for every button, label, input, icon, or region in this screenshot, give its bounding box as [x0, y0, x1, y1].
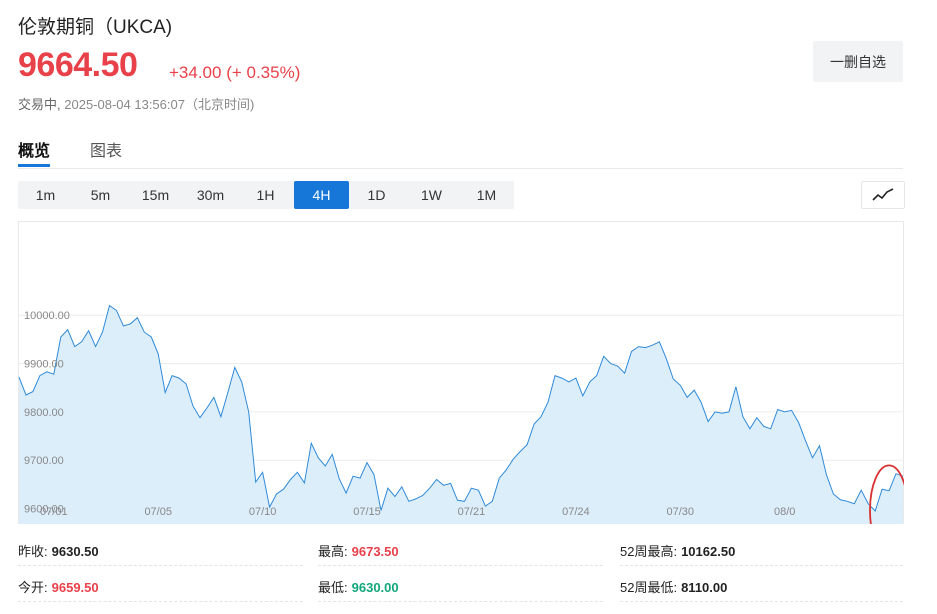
price-chart-svg: 10000.009900.009800.009700.009600.0007/0…: [18, 221, 909, 557]
stat-low: 最低: 9630.00: [318, 577, 399, 596]
stat-divider: [620, 601, 903, 603]
stat-52w-low-value: 8110.00: [681, 580, 728, 595]
stat-high: 最高: 9673.50: [318, 541, 399, 560]
price-area-fill: [19, 305, 903, 524]
quote-timestamp: 2025-08-04 13:56:07（北京时间): [64, 97, 255, 112]
interval-15m[interactable]: 15m: [141, 187, 170, 203]
stat-52w-high-label: 52周最高:: [620, 544, 678, 559]
price-line: [18, 304, 904, 512]
tab-overview[interactable]: 概览: [18, 137, 50, 161]
stat-52w-high: 52周最高: 10162.50: [620, 541, 735, 560]
stat-52w-low: 52周最低: 8110.00: [620, 577, 727, 596]
interval-1m[interactable]: 1m: [35, 187, 56, 203]
interval-1mo[interactable]: 1M: [476, 187, 497, 203]
remove-watchlist-button[interactable]: 一删自选: [813, 41, 903, 82]
trading-status: 交易中, 2025-08-04 13:56:07（北京时间): [18, 94, 254, 113]
interval-1h[interactable]: 1H: [256, 187, 275, 203]
price-chart: 10000.00 9900.00 9800.00 9700.00 9600.00 07/0…: [18, 221, 909, 557]
stat-prev-close: 昨收: 9630.50: [18, 541, 99, 560]
x-tick-label: 07/05: [144, 506, 172, 518]
active-tab-indicator: [18, 164, 50, 167]
tab-chart-label: 图表: [90, 143, 123, 160]
x-tick-label: 07/24: [562, 506, 590, 518]
stat-divider: [18, 601, 303, 603]
x-tick-label: 07/15: [353, 506, 381, 518]
price-change: +34.00 (+ 0.35%): [169, 63, 301, 82]
stat-divider: [18, 565, 303, 567]
stat-low-value: 9630.00: [351, 580, 399, 595]
y-tick-label: 9900.00: [24, 359, 64, 371]
tab-overview-label: 概览: [18, 143, 51, 160]
stat-low-label: 最低:: [318, 580, 348, 595]
chart-type-button[interactable]: [861, 181, 905, 209]
interval-selector: 1m 5m 15m 30m 1H 4H 1D 1W 1M: [18, 181, 514, 209]
x-tick-label: 07/21: [458, 506, 486, 518]
trading-status-label: 交易中,: [18, 97, 61, 112]
stat-prev-close-value: 9630.50: [51, 544, 99, 559]
y-tick-label: 10000.00: [24, 310, 70, 322]
y-tick-label: 9600.00: [24, 504, 64, 516]
y-tick-label: 9700.00: [24, 455, 64, 467]
x-tick-label: 07/30: [666, 506, 694, 518]
stat-52w-high-value: 10162.50: [681, 544, 736, 559]
stat-52w-low-label: 52周最低:: [620, 580, 678, 595]
stat-open: 今开: 9659.50: [18, 577, 99, 596]
stat-open-label: 今开:: [18, 580, 48, 595]
stat-prev-close-label: 昨收:: [18, 544, 48, 559]
stat-open-value: 9659.50: [51, 580, 99, 595]
stat-divider: [318, 565, 603, 567]
interval-1w[interactable]: 1W: [421, 187, 442, 203]
main-tabs: 概览 图表: [18, 134, 903, 169]
stat-high-value: 9673.50: [351, 544, 399, 559]
tab-chart[interactable]: 图表: [90, 137, 122, 161]
current-price: 9664.50: [18, 46, 138, 84]
x-tick-label: 07/10: [249, 506, 277, 518]
interval-30m[interactable]: 30m: [196, 187, 225, 203]
x-tick-label: 07/01: [40, 506, 68, 518]
instrument-title: 伦敦期铜（UKCA): [18, 17, 173, 38]
line-chart-icon: [872, 188, 894, 201]
interval-4h[interactable]: 4H: [294, 181, 349, 209]
x-tick-label: 08/0: [774, 506, 795, 518]
stat-divider: [318, 601, 603, 603]
stat-divider: [620, 565, 903, 567]
interval-1d[interactable]: 1D: [367, 187, 386, 203]
stat-high-label: 最高:: [318, 544, 348, 559]
interval-5m[interactable]: 5m: [90, 187, 111, 203]
y-tick-label: 9800.00: [24, 407, 64, 419]
